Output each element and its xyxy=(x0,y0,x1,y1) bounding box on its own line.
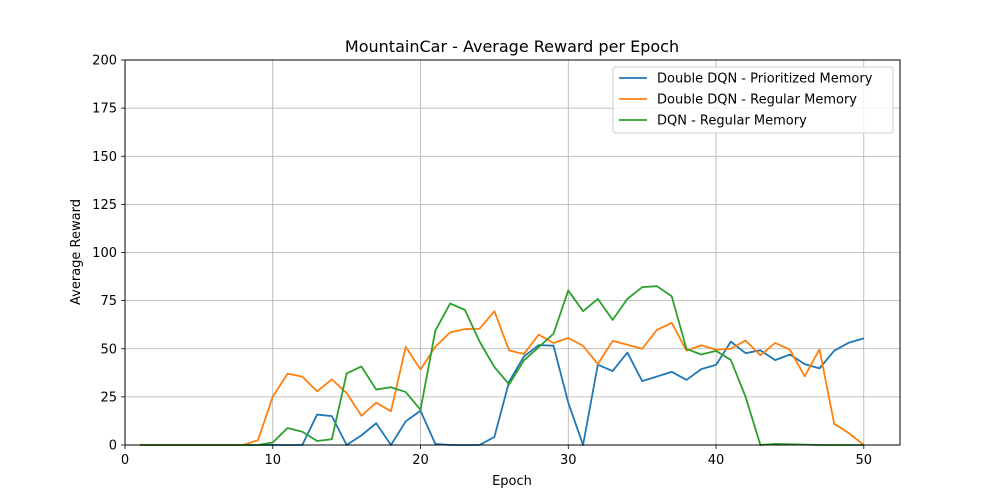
x-tick-label: 40 xyxy=(708,453,725,468)
y-tick-label: 200 xyxy=(92,54,117,69)
legend-label: DQN - Regular Memory xyxy=(657,114,807,129)
chart-title: MountainCar - Average Reward per Epoch xyxy=(345,37,679,56)
x-axis-ticks: 0 10 20 30 40 50 xyxy=(121,445,872,468)
x-axis-label: Epoch xyxy=(492,474,532,489)
legend-label: Double DQN - Regular Memory xyxy=(657,93,857,108)
x-tick-label: 20 xyxy=(412,453,429,468)
series-line-2 xyxy=(139,310,865,446)
series-line-3 xyxy=(139,285,864,446)
y-tick-label: 125 xyxy=(92,198,117,213)
y-tick-label: 150 xyxy=(92,150,117,165)
y-tick-label: 75 xyxy=(100,294,117,309)
legend-label: Double DQN - Prioritized Memory xyxy=(657,72,873,87)
y-tick-label: 50 xyxy=(100,342,117,357)
x-tick-label: 10 xyxy=(264,453,281,468)
y-tick-label: 175 xyxy=(92,102,117,117)
y-tick-label: 100 xyxy=(92,246,117,261)
x-tick-label: 0 xyxy=(121,453,129,468)
y-tick-label: 25 xyxy=(100,390,117,405)
series-lines xyxy=(139,285,865,446)
x-tick-label: 30 xyxy=(560,453,577,468)
legend-box xyxy=(612,66,894,134)
y-tick-label: 0 xyxy=(109,439,117,454)
x-tick-label: 50 xyxy=(856,453,873,468)
legend: Double DQN - Prioritized Memory Double DQ… xyxy=(612,66,894,134)
y-axis-label: Average Reward xyxy=(69,199,84,305)
y-axis-ticks: 0 25 50 75 100 125 150 175 200 xyxy=(92,54,125,454)
